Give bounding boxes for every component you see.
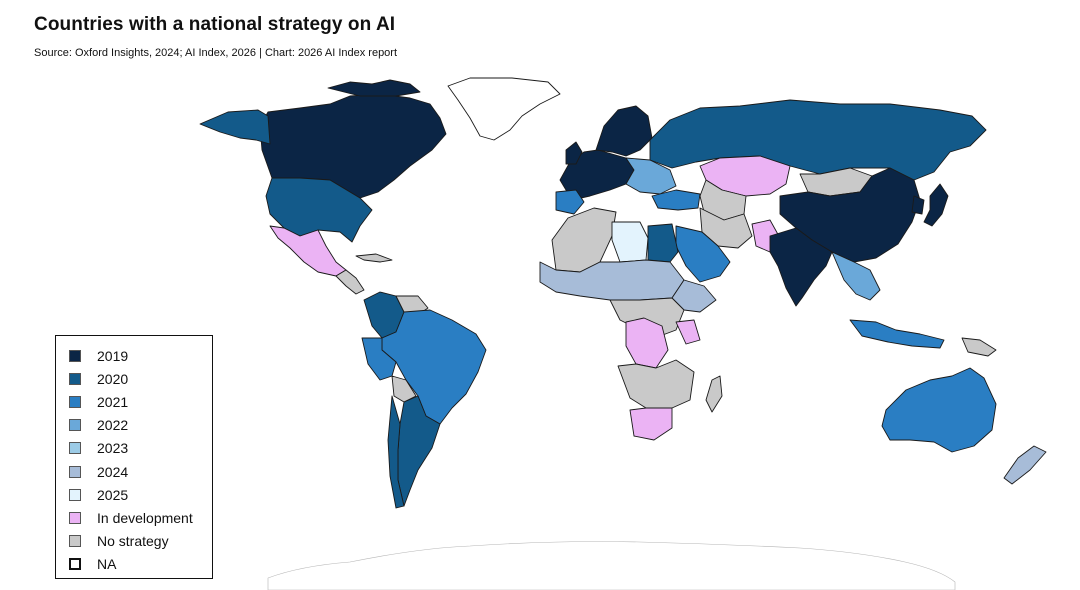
region-southern-africa (617, 359, 695, 409)
region-new-guinea (961, 337, 997, 357)
region-russia (649, 99, 987, 181)
region-kenya (675, 319, 701, 345)
legend-swatch (69, 349, 81, 362)
legend-label: 2023 (97, 440, 129, 457)
region-iberia (555, 189, 585, 215)
legend-label: 2022 (97, 417, 129, 434)
region-southeast-asia (831, 251, 881, 301)
region-korea (911, 195, 925, 215)
legend-swatch (69, 465, 81, 478)
legend-label: 2020 (97, 370, 129, 387)
region-peru (361, 337, 397, 381)
legend-item-na: NA (69, 553, 212, 576)
region-libya (611, 221, 649, 263)
legend-swatch (69, 558, 81, 571)
region-indonesia (849, 319, 945, 349)
legend-item-2022: 2022 (69, 414, 212, 437)
legend-item-2021: 2021 (69, 390, 212, 413)
region-new-zealand (1003, 445, 1047, 485)
region-mexico (269, 225, 347, 277)
legend-label: NA (97, 556, 117, 573)
legend-swatch (69, 419, 81, 432)
region-japan (923, 183, 949, 227)
legend-item-2019: 2019 (69, 344, 212, 367)
legend-swatch (69, 372, 81, 385)
region-madagascar (705, 375, 723, 413)
region-saudi-arabia (675, 225, 731, 283)
region-scandinavia (595, 105, 653, 157)
region-south-africa (629, 407, 673, 441)
legend-label: 2021 (97, 393, 129, 410)
region-central-america (335, 269, 365, 295)
region-egypt (647, 223, 679, 263)
region-greenland (447, 77, 561, 141)
region-dr-congo (625, 317, 669, 369)
legend-label: 2024 (97, 463, 129, 480)
legend-swatch (69, 395, 81, 408)
legend-label: 2025 (97, 486, 129, 503)
region-cuba (355, 253, 393, 263)
legend-item-2025: 2025 (69, 483, 212, 506)
legend-swatch (69, 511, 81, 524)
region-uk (565, 141, 583, 165)
chart-title: Countries with a national strategy on AI (34, 14, 396, 35)
legend-item-no-strategy: No strategy (69, 530, 212, 553)
map-legend: 2019 2020 2021 2022 2023 2024 2025 In de… (55, 335, 213, 579)
region-chile (387, 395, 405, 509)
legend-label: No strategy (97, 533, 169, 550)
region-united-states (265, 177, 373, 243)
region-australia (881, 367, 997, 453)
region-canada-islands (327, 79, 421, 97)
legend-swatch (69, 442, 81, 455)
region-brazil (381, 309, 487, 425)
legend-item-2020: 2020 (69, 367, 212, 390)
chart-subtitle: Source: Oxford Insights, 2024; AI Index,… (34, 47, 398, 59)
legend-item-2023: 2023 (69, 437, 212, 460)
legend-item-in-development: In development (69, 506, 212, 529)
legend-label: 2019 (97, 347, 129, 364)
legend-swatch (69, 535, 81, 548)
region-india (769, 227, 833, 307)
legend-swatch (69, 488, 81, 501)
region-turkey (651, 189, 701, 211)
legend-label: In development (97, 509, 193, 526)
region-antarctica (267, 541, 956, 590)
legend-item-2024: 2024 (69, 460, 212, 483)
region-alaska (199, 109, 271, 145)
